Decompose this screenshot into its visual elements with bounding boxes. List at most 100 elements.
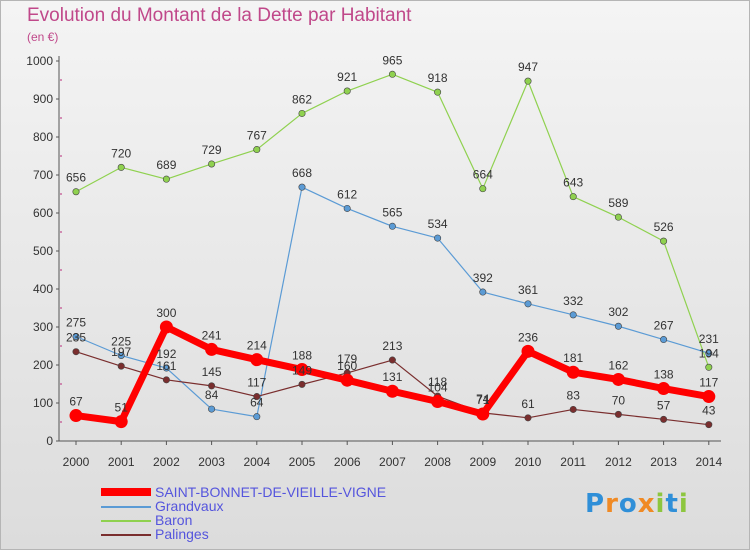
y-minor-tick [60,421,62,423]
x-tick-label: 2005 [289,455,316,469]
y-minor-tick [60,307,62,309]
data-point-3 [162,376,170,384]
data-point-1 [569,311,577,319]
data-label-0: 181 [563,351,583,365]
y-tick-label: 700 [33,168,53,182]
y-tick-label: 400 [33,282,53,296]
x-tick-label: 2011 [560,455,586,469]
data-label-0: 300 [156,306,176,320]
data-label-3: 117 [247,376,266,390]
data-point-1 [388,222,396,230]
data-point-3 [569,405,577,413]
data-point-2 [208,160,216,168]
data-point-0 [250,353,264,367]
x-tick-label: 2003 [198,455,225,469]
y-tick-label: 600 [33,206,53,220]
data-point-1 [479,288,487,296]
y-tick-label: 500 [33,244,53,258]
data-label-1: 668 [292,166,312,180]
x-tick-label: 2010 [515,455,542,469]
legend-item-saint-bonnet: SAINT-BONNET-DE-VIEILLE-VIGNE [101,484,441,500]
data-point-1 [72,332,80,340]
data-point-0 [702,390,716,404]
data-point-2 [388,70,396,78]
data-point-3 [208,382,216,390]
data-point-1 [614,322,622,330]
data-point-0 [295,363,309,377]
data-point-3 [298,380,306,388]
data-point-2 [569,193,577,201]
data-label-3: 235 [66,331,86,345]
data-point-1 [343,204,351,212]
data-point-2 [479,185,487,193]
legend-swatch-baron [101,520,151,522]
x-tick-label: 2014 [695,455,722,469]
y-tick-label: 1000 [26,54,53,68]
data-point-3 [660,415,668,423]
data-point-2 [343,87,351,95]
data-label-1: 332 [563,294,583,308]
data-point-0 [340,373,354,387]
y-minor-tick [60,155,62,157]
data-point-0 [566,365,580,379]
data-label-3: 118 [428,375,447,389]
x-tick-label: 2004 [243,455,270,469]
data-point-0 [521,344,535,358]
data-point-0 [657,382,671,396]
data-label-1: 565 [382,205,402,219]
data-label-3: 197 [111,345,131,359]
data-point-3 [117,362,125,370]
x-tick-label: 2013 [650,455,677,469]
y-tick-label: 800 [33,130,53,144]
data-label-0: 104 [428,380,448,394]
data-point-2 [117,163,125,171]
data-label-2: 689 [156,158,176,172]
data-label-3: 213 [382,339,402,353]
data-point-1 [705,349,713,357]
data-point-0 [611,372,625,386]
y-minor-tick [60,345,62,347]
data-point-1 [524,300,532,308]
y-tick-label: 200 [33,358,53,372]
data-label-1: 84 [205,388,219,402]
data-point-0 [159,320,173,334]
data-label-0: 138 [654,368,674,382]
data-label-0: 162 [608,358,628,372]
legend-label-palinges: Palinges [155,526,209,542]
data-point-1 [162,364,170,372]
y-tick-label: 300 [33,320,53,334]
data-point-1 [208,405,216,413]
data-point-2 [434,88,442,96]
x-tick-label: 2007 [379,455,406,469]
x-tick-label: 2009 [469,455,496,469]
legend-item-palinges: Palinges [101,526,441,542]
legend-swatch-grandvaux [101,506,151,508]
legend-item-grandvaux: Grandvaux [101,498,441,514]
data-label-1: 302 [608,305,628,319]
data-label-2: 664 [473,168,493,182]
data-label-1: 267 [654,319,674,333]
data-label-3: 70 [612,393,626,407]
data-point-2 [705,363,713,371]
data-label-1: 275 [66,316,86,330]
unit-label: (en €) [27,30,59,44]
x-tick-label: 2002 [153,455,180,469]
data-label-2: 947 [518,60,538,74]
data-label-2: 965 [382,53,402,67]
y-minor-tick [60,269,62,271]
data-label-0: 67 [69,395,83,409]
data-label-1: 192 [156,347,176,361]
y-tick-label: 100 [33,396,53,410]
data-point-2 [524,77,532,85]
data-point-0 [431,394,445,408]
x-tick-label: 2000 [63,455,90,469]
data-label-2: 921 [337,70,357,84]
data-label-3: 57 [657,398,671,412]
data-label-3: 74 [476,392,490,406]
legend-label-baron: Baron [155,512,193,528]
data-point-2 [660,237,668,245]
data-point-3 [253,393,261,401]
proxiti-logo: Proxiti [585,489,689,519]
